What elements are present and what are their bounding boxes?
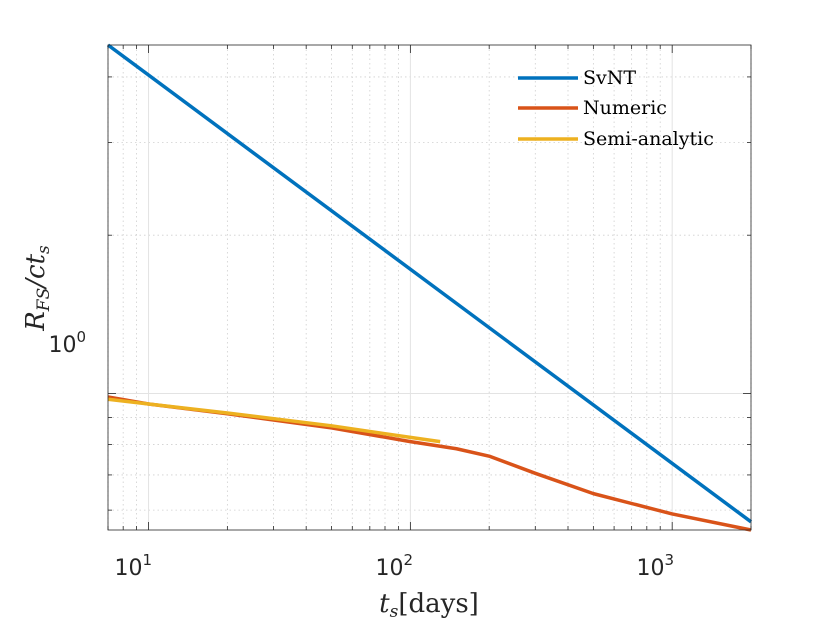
y-axis-label: RFS/cts (21, 245, 54, 332)
legend-label-svnt: SvNT (583, 67, 636, 89)
x-tick-label-1000: 103 (636, 551, 674, 581)
x-tick-label-10: 101 (114, 551, 152, 581)
legend-label-numeric: Numeric (583, 97, 667, 119)
series-line-svnt (106, 43, 753, 524)
x-tick-labels: 101 102 103 (114, 551, 674, 581)
x-tick-marks (107, 45, 752, 530)
x-axis-label: ts[days] (379, 589, 479, 622)
legend-label-semi-analytic: Semi-analytic (583, 128, 714, 150)
series-line-semi-analytic (107, 397, 441, 444)
y-tick-label-1: 100 (48, 328, 86, 358)
y-tick-labels: 100 (48, 328, 86, 358)
axes-box (107, 44, 752, 531)
series-layer (106, 43, 753, 532)
y-tick-marks (108, 76, 751, 511)
legend: SvNT Numeric Semi-analytic (518, 67, 714, 150)
x-tick-label-100: 102 (375, 551, 413, 581)
major-grid (108, 45, 751, 530)
